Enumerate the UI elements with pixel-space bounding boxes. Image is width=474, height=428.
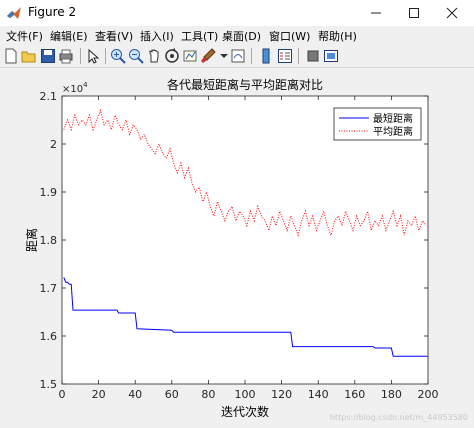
y-tick-label: 1.6: [40, 330, 58, 343]
menu-tools[interactable]: 工具(T): [181, 30, 219, 43]
menu-file[interactable]: 文件(F): [6, 30, 43, 43]
legend[interactable]: 最短距离 平均距离: [333, 107, 422, 141]
maximize-icon: [409, 8, 419, 18]
legend-box: [333, 107, 422, 141]
x-tick-label: 60: [165, 388, 179, 401]
y-tick-label: 2: [50, 138, 57, 151]
y-tick-label: 1.9: [40, 186, 58, 199]
hide-plot-tools-icon[interactable]: [305, 48, 321, 64]
x-tick-label: 200: [418, 388, 439, 401]
legend-label-average: 平均距离: [373, 125, 413, 138]
window-title: Figure 2: [28, 5, 77, 19]
y-tick-label: 1.7: [40, 282, 58, 295]
pan-icon[interactable]: [146, 48, 162, 64]
menu-bar: 文件(F) 编辑(E) 查看(V) 插入(I) 工具(T) 桌面(D) 窗口(W…: [0, 26, 474, 45]
figure-canvas: 0 20 40 60 80 100 120 140 160 180 200 1.5 1.6 1.7 1.8 1…: [0, 68, 474, 424]
x-tick-label: 140: [308, 388, 329, 401]
zoom-out-icon[interactable]: [128, 48, 144, 64]
minimize-icon: [371, 12, 381, 14]
series-line-average: [63, 108, 427, 237]
new-figure-icon[interactable]: [3, 48, 19, 64]
data-cursor-icon[interactable]: [182, 48, 198, 64]
y-exponent-base: ×10: [62, 84, 83, 95]
x-tick-label: 180: [381, 388, 402, 401]
toolbar-separator: [80, 48, 81, 64]
menu-window[interactable]: 窗口(W): [269, 30, 311, 43]
save-icon[interactable]: [40, 48, 56, 64]
minimize-button[interactable]: [357, 0, 395, 26]
colorbar-icon[interactable]: [258, 48, 274, 64]
title-bar: Figure 2: [0, 0, 474, 26]
x-tick-label: 20: [92, 388, 106, 401]
print-icon[interactable]: [58, 48, 74, 64]
maximize-button[interactable]: [395, 0, 433, 26]
axes-box: [61, 95, 429, 385]
y-tick-label: 1.5: [40, 378, 58, 391]
toolbar-separator: [251, 48, 252, 64]
close-button[interactable]: [433, 0, 471, 26]
x-tick-label: 0: [59, 388, 66, 401]
link-plot-icon[interactable]: [230, 48, 246, 64]
y-exponent-label: ×104: [62, 81, 88, 95]
menu-edit[interactable]: 编辑(E): [50, 30, 88, 43]
y-tick-label: 1.8: [40, 234, 58, 247]
series-line-shortest: [63, 277, 428, 357]
legend-icon[interactable]: [277, 48, 293, 64]
open-file-icon[interactable]: [21, 48, 37, 64]
y-exponent-power: 4: [83, 81, 88, 89]
menu-help[interactable]: 帮助(H): [318, 30, 357, 43]
watermark: https://blog.csdn.net/m_44953580: [330, 413, 468, 422]
zoom-in-icon[interactable]: [110, 48, 126, 64]
x-tick-label: 80: [201, 388, 215, 401]
x-tick-label: 100: [235, 388, 256, 401]
toolbar: [0, 45, 474, 68]
toolbar-separator: [298, 48, 299, 64]
toolbar-separator: [105, 48, 106, 64]
brush-icon[interactable]: [200, 48, 216, 64]
show-plot-tools-icon[interactable]: [323, 48, 339, 64]
edit-plot-icon[interactable]: [85, 48, 101, 64]
x-tick-label: 40: [128, 388, 142, 401]
plot-area: [62, 96, 428, 384]
x-tick-label: 120: [271, 388, 292, 401]
chevron-down-icon[interactable]: [216, 48, 232, 64]
menu-view[interactable]: 查看(V): [95, 30, 134, 43]
line-chart[interactable]: 0 20 40 60 80 100 120 140 160 180 200 1.5 1.6 1.7 1.8 1…: [0, 68, 474, 424]
y-tick-label: 2.1: [40, 90, 58, 103]
x-tick-label: 160: [344, 388, 365, 401]
rotate-3d-icon[interactable]: [164, 48, 180, 64]
legend-label-shortest: 最短距离: [373, 112, 413, 125]
menu-insert[interactable]: 插入(I): [140, 30, 174, 43]
y-axis-label: 距离: [24, 228, 39, 252]
chart-title: 各代最短距离与平均距离对比: [167, 77, 323, 92]
close-icon: [446, 7, 458, 19]
matlab-icon: [7, 7, 21, 19]
menu-desktop[interactable]: 桌面(D): [222, 30, 262, 43]
x-axis-label: 迭代次数: [221, 404, 269, 419]
